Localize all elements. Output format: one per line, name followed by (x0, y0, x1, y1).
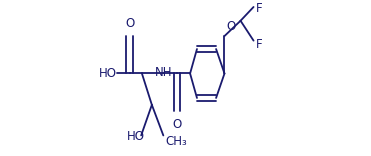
Text: O: O (125, 17, 134, 30)
Text: HO: HO (127, 130, 145, 144)
Text: O: O (226, 20, 236, 33)
Text: O: O (173, 118, 182, 131)
Text: NH: NH (155, 66, 173, 79)
Text: F: F (256, 2, 262, 15)
Text: CH₃: CH₃ (165, 135, 187, 148)
Text: HO: HO (98, 67, 116, 80)
Text: F: F (256, 38, 262, 51)
